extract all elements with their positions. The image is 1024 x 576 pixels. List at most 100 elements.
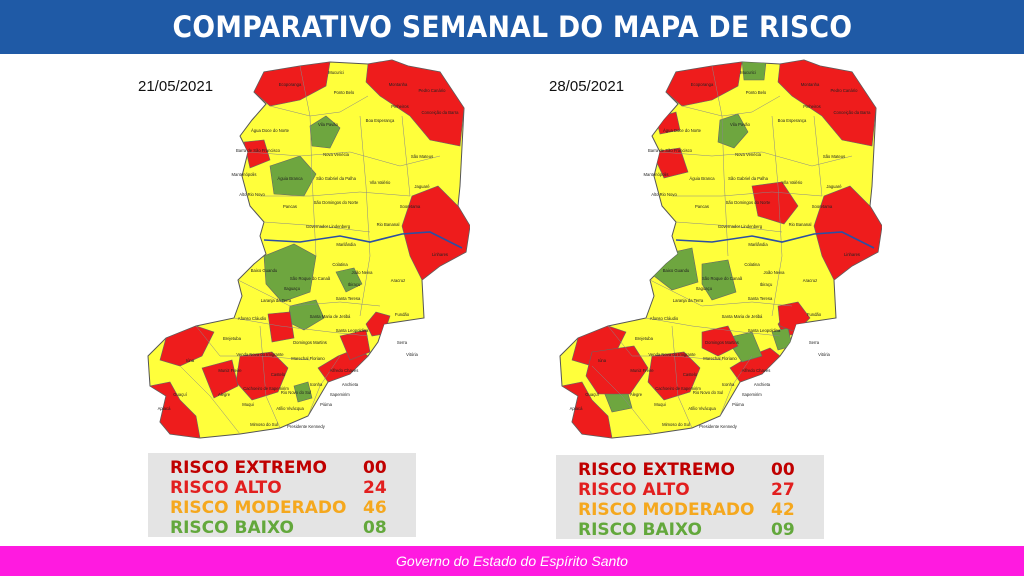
municipality-label: Conceição da Barra xyxy=(421,110,459,115)
municipality-label: São Gabriel da Palha xyxy=(728,176,768,181)
municipality-label: Piúma xyxy=(732,402,745,407)
region-alegre xyxy=(201,359,239,399)
legend-row-moderado: RISCO MODERADO 46 xyxy=(148,498,416,518)
municipality-label: São Mateus xyxy=(823,154,845,159)
municipality-label: Águia Branca xyxy=(277,176,303,181)
municipality-label: Laranja da Terra xyxy=(673,298,704,303)
municipality-label: Montanha xyxy=(389,82,408,87)
municipality-label: Jaguaré xyxy=(826,184,842,189)
municipality-label: Nova Venécia xyxy=(323,152,350,157)
municipality-label: Sooretama xyxy=(812,204,833,209)
municipality-label: Alfredo Chaves xyxy=(742,368,771,373)
municipality-label: Muniz Freire xyxy=(630,368,654,373)
municipality-label: Águia Branca xyxy=(689,176,715,181)
region-linhares xyxy=(813,185,882,281)
region-aguia-branca xyxy=(269,155,317,197)
municipality-label: Barra de São Francisco xyxy=(236,148,281,153)
municipality-label: Aracruz xyxy=(391,278,405,283)
municipality-label: Afonso Cláudio xyxy=(238,316,267,321)
municipal-border xyxy=(260,191,411,197)
municipality-label: Baixo Guandu xyxy=(663,268,690,273)
municipality-label: Fundão xyxy=(395,312,410,317)
municipality-label: São Gabriel da Palha xyxy=(316,176,356,181)
municipality-label: Iconha xyxy=(310,382,323,387)
municipality-label: Alfredo Chaves xyxy=(330,368,359,373)
municipality-label: Barra de São Francisco xyxy=(648,148,693,153)
municipality-label: Piúma xyxy=(320,402,333,407)
date-label-right: 28/05/2021 xyxy=(549,78,625,95)
municipality-label: Santa Teresa xyxy=(748,296,773,301)
region-venda-nova xyxy=(701,325,739,357)
municipal-border xyxy=(711,65,729,257)
municipality-label: Ibiraçu xyxy=(760,282,773,287)
footer-text: Governo do Estado do Espírito Santo xyxy=(396,553,628,569)
legend-count: 27 xyxy=(771,480,795,500)
municipality-label: Linhares xyxy=(844,252,860,257)
municipality-label: Nova Venécia xyxy=(735,152,762,157)
legend-count: 09 xyxy=(771,520,795,540)
region-vila-pavao xyxy=(717,113,749,149)
municipal-border xyxy=(195,325,311,361)
legend-row-extremo: RISCO EXTREMO 00 xyxy=(148,458,416,478)
municipality-label: Serra xyxy=(809,340,820,345)
region-linhares xyxy=(401,185,470,281)
municipality-label: Apiacá xyxy=(570,406,583,411)
municipality-label: Santa Leopoldina xyxy=(748,328,781,333)
municipality-label: Muqui xyxy=(654,402,665,407)
municipal-border xyxy=(645,317,781,337)
municipal-border xyxy=(813,115,823,197)
municipality-label: Alto Rio Novo xyxy=(651,192,677,197)
municipality-label: São Roque do Canaã xyxy=(702,276,743,281)
legend-label: RISCO BAIXO xyxy=(578,520,702,540)
legend-count: 00 xyxy=(363,458,387,478)
municipality-label: Castelo xyxy=(271,372,286,377)
municipality-label: Brejetuba xyxy=(223,336,242,341)
municipality-label: Pedro Canário xyxy=(830,88,858,93)
municipality-label: Santa Maria de Jetibá xyxy=(310,314,351,319)
municipality-label: Vila Pavão xyxy=(318,122,339,127)
municipality-label: Anchieta xyxy=(342,382,359,387)
municipality-label: Mucurici xyxy=(740,70,756,75)
municipality-label: Colatina xyxy=(332,262,348,267)
municipality-label: Brejetuba xyxy=(635,336,654,341)
municipality-label: Marilândia xyxy=(748,242,768,247)
municipality-label: Colatina xyxy=(744,262,760,267)
municipality-label: Santa Leopoldina xyxy=(336,328,369,333)
municipality-label: São Domingos do Norte xyxy=(726,200,771,205)
municipal-border xyxy=(401,115,411,197)
municipality-label: Pinheiros xyxy=(391,104,408,109)
municipality-label: Rio Bananal xyxy=(377,222,400,227)
risk-map-right: Mucurici Montanha Pedro Canário Ecoporanga P… xyxy=(559,59,882,439)
municipality-label: Baixo Guandu xyxy=(251,268,278,273)
legend-count: 08 xyxy=(363,518,387,538)
municipality-label: Rio Novo do Sul xyxy=(281,390,311,395)
municipality-label: Domingos Martins xyxy=(705,340,739,345)
municipality-label: Iúna xyxy=(186,358,195,363)
municipality-label: São Roque do Canaã xyxy=(290,276,331,281)
municipal-border xyxy=(359,115,371,317)
municipal-border xyxy=(672,191,823,197)
legend-panel-left: RISCO EXTREMO 00 RISCO ALTO 24 RISCO MODERAD… xyxy=(148,453,416,538)
municipality-label: Mantenópolis xyxy=(644,172,669,177)
risk-map-left: Mucurici Montanha Pedro Canário Ecoporanga P… xyxy=(147,59,470,439)
municipality-label: Mimoso do Sul xyxy=(250,422,278,427)
municipal-border xyxy=(259,325,281,429)
legend-label: RISCO MODERADO xyxy=(578,500,755,520)
municipality-label: Iúna xyxy=(598,358,607,363)
legend-row-alto: RISCO ALTO 27 xyxy=(556,480,824,500)
municipality-label: Pinheiros xyxy=(803,104,820,109)
municipality-label: Laranja da Terra xyxy=(261,298,292,303)
municipality-label: Ibiraçu xyxy=(348,282,361,287)
municipality-label: Pancas xyxy=(283,204,297,209)
municipality-label: Boa Esperança xyxy=(366,118,395,123)
municipality-label: Domingos Martins xyxy=(293,340,327,345)
municipal-border xyxy=(659,151,853,167)
municipal-border xyxy=(607,325,723,361)
municipality-label: Conceição da Barra xyxy=(833,110,871,115)
municipal-border xyxy=(771,115,783,317)
municipality-label: Itaguaçu xyxy=(284,286,301,291)
municipality-label: Venda Nova do Imigrante xyxy=(236,352,284,357)
municipality-label: Castelo xyxy=(683,372,698,377)
municipality-label: Guaçuí xyxy=(585,392,599,397)
municipal-border xyxy=(591,365,653,435)
